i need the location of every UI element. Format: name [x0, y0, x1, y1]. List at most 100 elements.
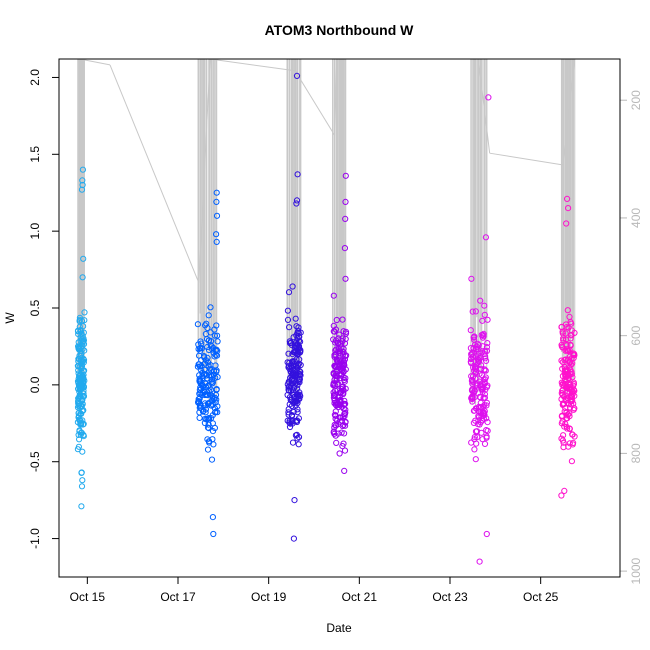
y-tick-label: 0.5 — [28, 299, 42, 316]
x-tick-label: Oct 19 — [251, 590, 287, 604]
data-point — [76, 383, 84, 390]
data-point — [341, 410, 348, 418]
data-point — [196, 414, 203, 421]
data-point — [342, 353, 349, 360]
data-point — [567, 341, 574, 348]
x-tick-label: Oct 15 — [70, 590, 106, 604]
data-point — [195, 398, 202, 405]
data-point — [569, 390, 576, 397]
data-point — [560, 444, 567, 451]
data-point — [74, 404, 82, 411]
data-point — [563, 347, 570, 354]
data-point — [75, 401, 83, 408]
data-point — [484, 340, 491, 347]
data-point — [204, 359, 212, 366]
data-point — [75, 355, 83, 362]
data-point — [481, 376, 489, 383]
data-point — [290, 408, 297, 416]
depth-line-segment — [489, 152, 564, 166]
data-point-outlier — [79, 274, 86, 281]
data-point — [330, 322, 337, 329]
data-point — [196, 375, 203, 382]
data-point — [571, 405, 578, 412]
data-point-outlier — [342, 275, 349, 282]
data-point — [207, 391, 214, 398]
data-point — [562, 420, 569, 427]
data-point-outlier — [78, 483, 86, 490]
data-point — [213, 386, 220, 393]
data-point-outlier — [293, 72, 301, 80]
data-point — [294, 417, 301, 424]
data-point — [293, 366, 300, 373]
data-point-outlier — [476, 558, 483, 565]
data-point-outlier — [79, 166, 87, 173]
y2-tick-label: 1000 — [629, 557, 643, 584]
data-point — [566, 440, 573, 447]
data-point — [286, 394, 294, 401]
data-point — [204, 446, 212, 453]
data-point — [289, 371, 296, 378]
data-point — [289, 358, 296, 365]
data-point — [469, 393, 476, 400]
data-point — [332, 408, 339, 415]
data-point — [332, 364, 339, 371]
data-point — [76, 428, 83, 435]
data-point — [195, 396, 202, 403]
data-point — [80, 375, 87, 382]
data-point — [81, 309, 88, 316]
data-point — [571, 352, 578, 359]
data-point — [563, 341, 570, 348]
data-point — [570, 354, 577, 362]
data-point — [206, 439, 213, 446]
y-tick-label: -0.5 — [28, 451, 42, 472]
data-point — [335, 346, 342, 353]
data-point — [290, 385, 298, 392]
y-tick-label: 1.5 — [28, 146, 42, 163]
data-point — [472, 308, 479, 315]
data-point — [484, 427, 491, 434]
data-point-outlier — [78, 469, 85, 476]
data-point — [294, 351, 301, 358]
data-point — [568, 398, 575, 405]
data-point — [295, 434, 303, 441]
data-point — [481, 302, 488, 309]
data-point-outlier — [210, 530, 217, 538]
data-point — [342, 419, 349, 426]
data-point — [80, 341, 88, 348]
data-point — [285, 289, 293, 296]
data-point — [79, 401, 86, 408]
data-point — [470, 345, 477, 352]
data-point — [205, 425, 212, 432]
data-point — [342, 422, 349, 429]
x-tick-label: Oct 21 — [342, 590, 378, 604]
data-point — [469, 380, 476, 387]
data-point — [286, 340, 294, 347]
axes-layer: Oct 15 Oct 17 Oct 19 Oct 21 Oct 23 Oct 25 -1.0… — [28, 69, 643, 604]
data-point — [476, 370, 483, 377]
data-point — [197, 344, 204, 352]
data-point — [197, 366, 204, 373]
data-point-outlier — [342, 172, 349, 179]
data-point — [336, 331, 343, 338]
data-point — [76, 394, 84, 401]
depth-line-segment — [210, 58, 296, 72]
data-point — [333, 439, 340, 446]
data-point — [284, 316, 292, 323]
data-point — [196, 352, 203, 359]
data-point — [74, 362, 82, 369]
data-point — [294, 435, 301, 442]
data-point-outlier — [209, 514, 216, 521]
data-point — [208, 456, 216, 463]
data-point — [211, 409, 219, 416]
data-point — [475, 417, 482, 424]
x-tick-label: Oct 25 — [523, 590, 559, 604]
data-point — [295, 441, 302, 448]
data-point — [480, 394, 487, 401]
data-point — [473, 428, 481, 435]
y2-tick-label: 200 — [629, 90, 643, 110]
data-point-outlier — [564, 195, 571, 202]
data-point-outlier — [558, 492, 565, 499]
data-point — [341, 397, 348, 404]
data-point — [562, 356, 569, 363]
